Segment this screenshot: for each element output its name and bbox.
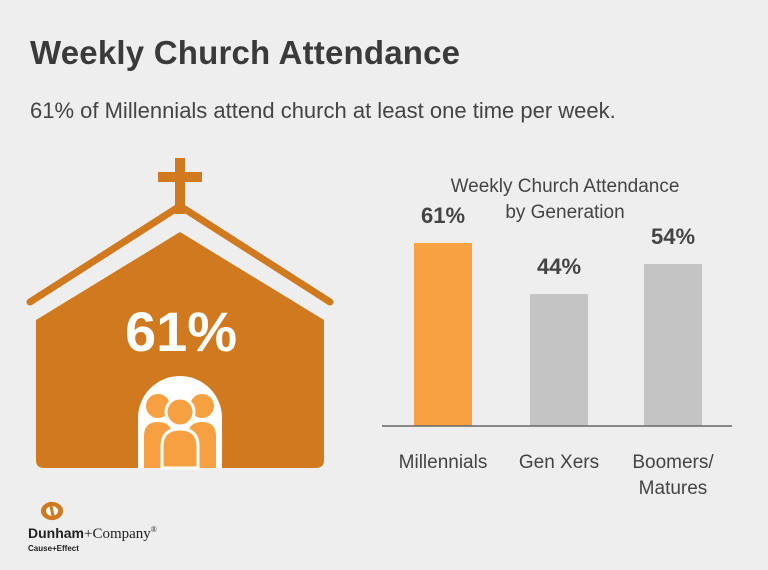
people-icon <box>144 394 216 470</box>
logo-name-rest: +Company <box>84 526 151 542</box>
x-tick-label: Gen Xers <box>519 452 599 473</box>
logo-name-bold: Dunham <box>28 525 84 541</box>
logo-registered: ® <box>150 525 157 534</box>
bar-value-label: 61% <box>421 203 465 228</box>
bar-2 <box>644 264 702 426</box>
x-tick-label: Matures <box>639 478 708 499</box>
bar-value-label: 44% <box>537 254 581 279</box>
cross-horizontal <box>158 172 202 182</box>
x-tick-label: Boomers/ <box>632 452 714 473</box>
x-tick-label: Millennials <box>399 452 488 473</box>
chart-title-line: by Generation <box>505 202 624 223</box>
bar-0 <box>414 243 472 426</box>
cross-vertical <box>175 158 185 214</box>
bar-chart: Weekly Church Attendance by Generation 61%… <box>382 176 732 499</box>
company-logo: Dunham+Company® Cause+Effect <box>28 500 228 560</box>
chart-title-line: Weekly Church Attendance <box>451 176 680 197</box>
logo-tagline: Cause+Effect <box>28 544 79 553</box>
bar-value-label: 54% <box>651 224 695 249</box>
bar-1 <box>530 294 588 426</box>
roof-outline <box>26 202 334 306</box>
page-subtitle: 61% of Millennials attend church at leas… <box>30 98 616 123</box>
church-value-label: 61% <box>125 300 237 363</box>
dunham-logo-icon <box>41 501 63 521</box>
logo-name: Dunham+Company® <box>28 525 157 543</box>
page-title: Weekly Church Attendance <box>30 34 461 71</box>
church-building <box>36 232 324 468</box>
church-icon: 61% <box>26 158 334 470</box>
